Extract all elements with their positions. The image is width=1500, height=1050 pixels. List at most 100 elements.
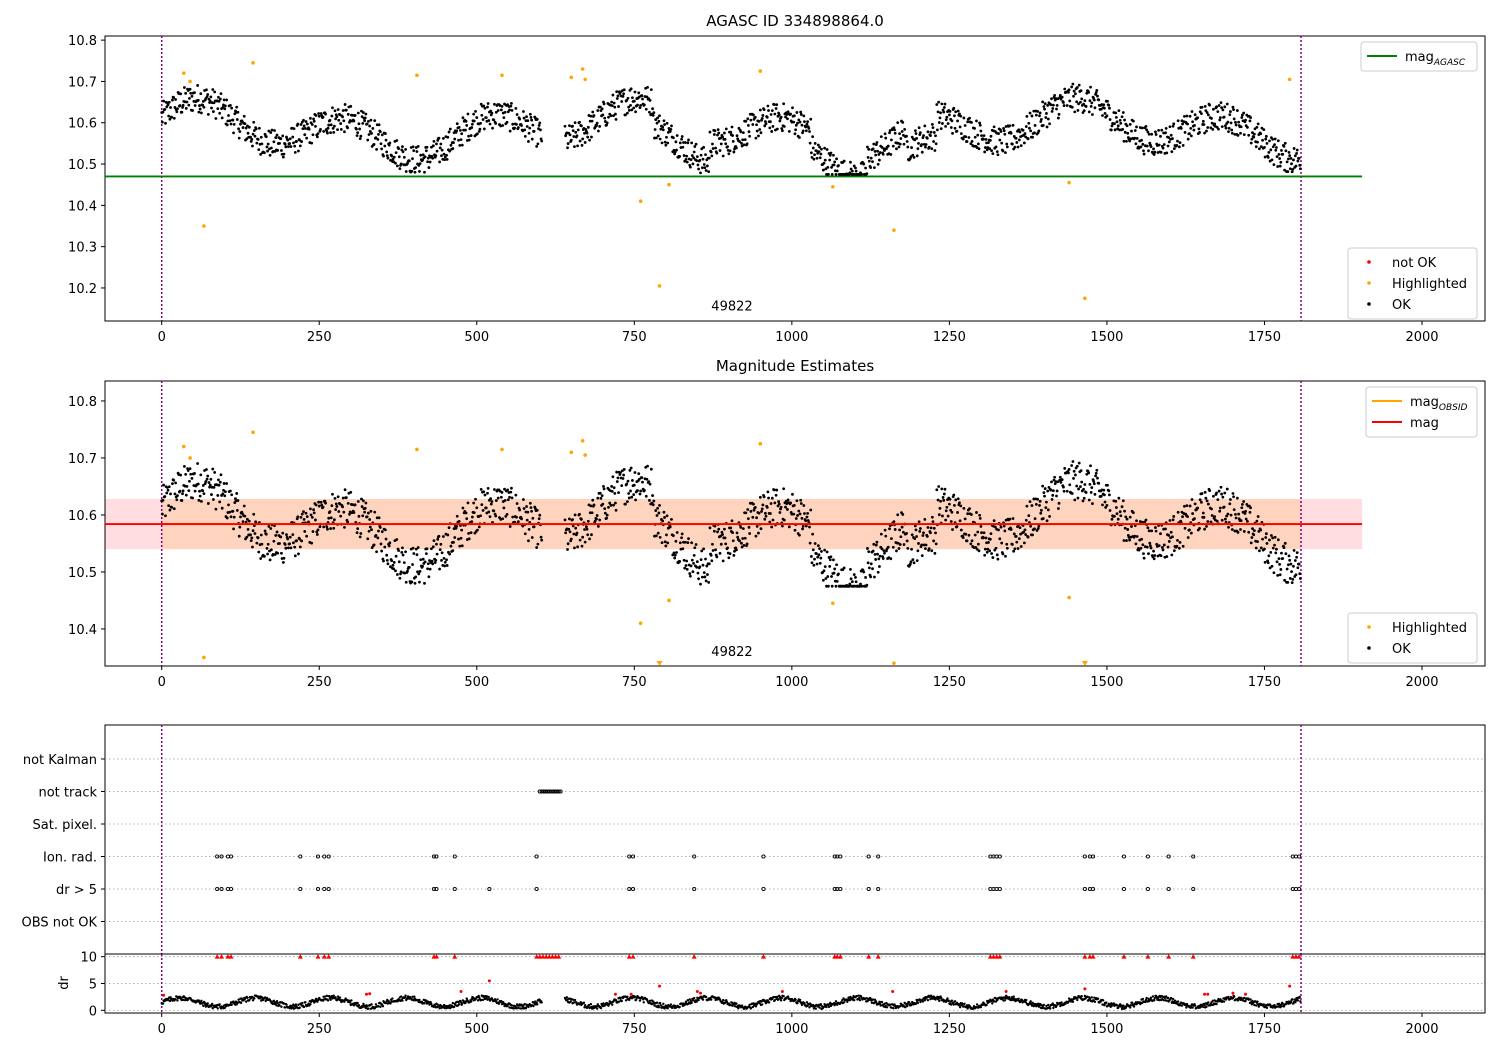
dr-point <box>230 1003 233 1007</box>
p2-x-tick-label: 1750 <box>1248 675 1281 690</box>
dr-point <box>725 1000 729 1004</box>
ok-point <box>710 154 714 158</box>
ok-point <box>959 528 963 532</box>
ok-point <box>671 136 675 140</box>
p1-x-tick-label: 750 <box>622 330 647 345</box>
dr-point <box>688 998 691 1001</box>
dr-point <box>364 1006 368 1010</box>
ok-point <box>958 501 961 505</box>
ok-point <box>343 525 346 529</box>
ok-point <box>994 145 998 149</box>
ok-point <box>758 128 762 131</box>
ok-point <box>460 132 464 136</box>
ok-point <box>867 550 871 554</box>
ok-point <box>1133 129 1137 132</box>
ok-point <box>426 562 430 566</box>
ok-point <box>704 579 708 583</box>
ok-point <box>880 547 884 551</box>
ok-point <box>1102 488 1106 492</box>
ok-point <box>686 141 690 145</box>
ok-point <box>775 127 779 131</box>
ok-point <box>394 554 398 558</box>
ok-point <box>1031 533 1034 537</box>
ok-point <box>529 506 533 509</box>
ok-point <box>516 520 520 524</box>
ok-point <box>440 148 444 152</box>
ok-point <box>983 553 987 557</box>
ok-point <box>1218 118 1222 122</box>
ok-point <box>925 136 929 140</box>
ok-point <box>721 154 725 158</box>
ok-point <box>406 569 409 573</box>
ok-point <box>1120 115 1124 119</box>
ok-point <box>416 144 420 148</box>
ok-point <box>332 130 336 134</box>
ok-point <box>769 502 773 505</box>
ok-point <box>968 116 971 120</box>
dr-point <box>444 1004 448 1008</box>
ok-point <box>1062 101 1065 104</box>
highlighted-point <box>758 441 763 446</box>
dr-point <box>260 996 264 999</box>
ok-point <box>167 504 171 508</box>
ok-point <box>683 540 687 544</box>
ok-point <box>1152 557 1156 561</box>
ok-point <box>208 99 212 103</box>
ok-point <box>771 125 775 128</box>
ok-point <box>770 130 774 133</box>
ok-point <box>742 143 746 147</box>
ok-point <box>1053 475 1057 479</box>
ok-point <box>523 532 527 536</box>
ok-point <box>992 519 996 523</box>
ok-point <box>886 144 890 148</box>
ok-point <box>708 130 712 134</box>
ok-point <box>963 517 967 521</box>
ok-point <box>501 517 505 521</box>
ok-point <box>649 88 653 91</box>
ok-point <box>301 127 305 131</box>
ok-point <box>956 511 959 514</box>
ok-point <box>339 514 343 518</box>
flag-marker <box>215 854 220 859</box>
ok-point <box>363 119 367 123</box>
ok-point <box>355 134 359 138</box>
ok-point <box>213 471 217 474</box>
ok-point <box>276 149 280 152</box>
ok-point <box>924 145 927 149</box>
ok-point <box>252 120 256 124</box>
ok-point <box>263 151 266 155</box>
ok-point <box>1218 506 1222 510</box>
ok-point <box>896 121 900 125</box>
p2-y-tick-label: 10.5 <box>68 566 97 581</box>
ok-point <box>1071 82 1075 86</box>
ok-point <box>1113 514 1116 518</box>
ok-point <box>1186 122 1189 126</box>
ok-point <box>1150 132 1154 136</box>
ok-point <box>1148 544 1152 548</box>
ok-point <box>223 104 227 108</box>
ok-point <box>1176 538 1179 542</box>
ok-point <box>241 520 245 524</box>
dr-point <box>642 1001 645 1004</box>
ok-point <box>1045 125 1049 129</box>
ok-point <box>932 539 936 543</box>
ok-point <box>685 160 689 164</box>
ok-point <box>1205 111 1209 114</box>
ok-point <box>773 501 777 505</box>
ok-point <box>342 510 346 514</box>
highlighted-point <box>831 601 835 606</box>
ok-point <box>743 536 747 540</box>
ok-point <box>941 122 944 125</box>
ok-point <box>1261 138 1264 142</box>
ok-point <box>629 466 633 470</box>
ok-point <box>872 542 876 546</box>
ok-point <box>980 531 983 535</box>
ok-point <box>527 539 530 543</box>
ok-point <box>387 544 391 548</box>
dr-point <box>413 995 416 998</box>
ok-point <box>1272 571 1276 575</box>
ok-point <box>731 140 735 143</box>
highlighted-point <box>569 450 574 455</box>
ok-point <box>668 525 672 529</box>
ok-point <box>630 495 634 499</box>
